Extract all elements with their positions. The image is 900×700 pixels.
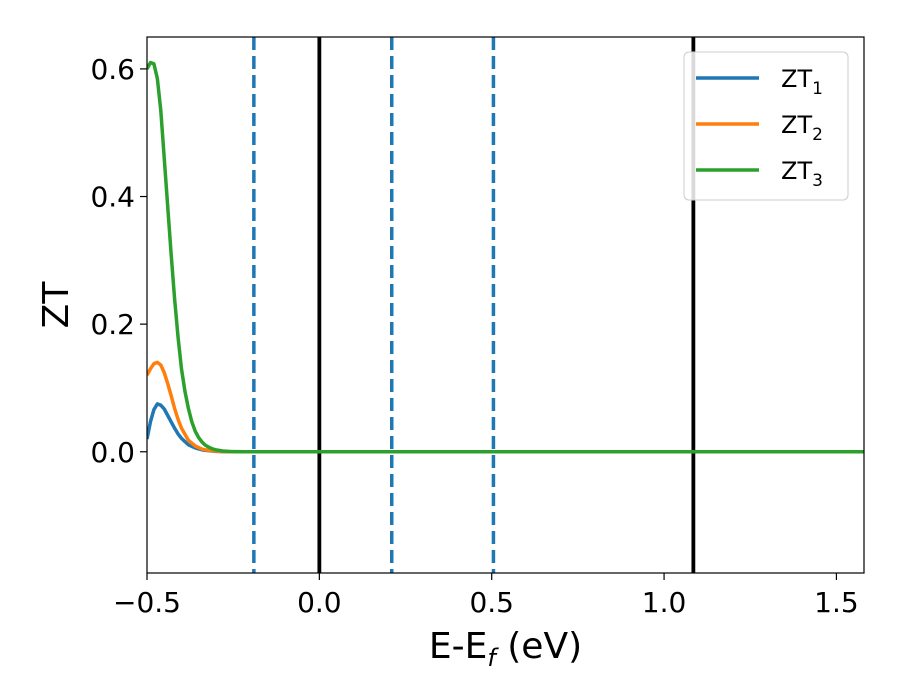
y-tick-label: 0.2 (90, 308, 135, 341)
x-tick-label: −0.5 (113, 586, 181, 619)
legend-label-zt3: ZT3 (781, 157, 823, 191)
y-tick-label: 0.4 (90, 181, 135, 214)
vertical-reference-lines (252, 37, 696, 573)
x-tick-label: 0.5 (469, 586, 514, 619)
x-axis-ticks: −0.5 0.0 0.5 1.0 1.5 (113, 573, 859, 619)
series-lines (147, 60, 864, 454)
x-tick-label: 1.0 (642, 586, 687, 619)
y-tick-label: 0.6 (90, 53, 135, 86)
legend: ZT1 ZT2 ZT3 (683, 51, 849, 201)
plot-frame (146, 36, 865, 574)
y-tick-label: 0.0 (90, 436, 135, 469)
x-tick-label: 1.5 (814, 586, 859, 619)
series-line-zt3 (147, 60, 864, 454)
legend-label-zt1: ZT1 (781, 65, 823, 99)
x-axis-label: E-Ef (eV) (429, 626, 582, 672)
legend-label-zt2: ZT2 (781, 111, 823, 145)
y-axis-label: ZT (36, 281, 77, 329)
legend-box (683, 51, 849, 201)
y-axis-ticks: 0.0 0.2 0.4 0.6 (90, 53, 147, 469)
x-tick-label: 0.0 (297, 586, 342, 619)
